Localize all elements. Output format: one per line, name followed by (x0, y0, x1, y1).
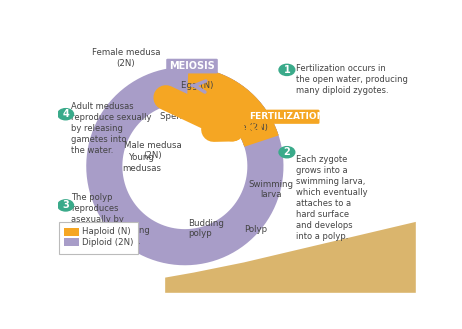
Text: Each zygote
grows into a
swimming larva,
which eventually
attaches to a
hard sur: Each zygote grows into a swimming larva,… (296, 155, 367, 241)
Text: The polyp
reproduces
asexually by
budding, releasing
young medusas.: The polyp reproduces asexually by buddin… (71, 193, 150, 246)
Text: MEIOSIS: MEIOSIS (169, 61, 215, 71)
FancyBboxPatch shape (64, 238, 79, 246)
Text: 2: 2 (284, 147, 290, 157)
Text: Budding
polyp: Budding polyp (188, 218, 225, 238)
Text: 4: 4 (62, 109, 69, 119)
Text: Haploid (N): Haploid (N) (82, 227, 131, 236)
FancyBboxPatch shape (59, 222, 138, 254)
Circle shape (58, 109, 73, 120)
Text: Polyp: Polyp (244, 225, 267, 234)
Text: 3: 3 (62, 200, 69, 211)
Circle shape (279, 64, 295, 75)
Text: Adult medusas
reproduce sexually
by releasing
gametes into
the water.: Adult medusas reproduce sexually by rele… (71, 102, 152, 155)
Text: Male medusa
(2N): Male medusa (2N) (124, 141, 182, 160)
Circle shape (58, 200, 73, 211)
Text: Zygote (2N): Zygote (2N) (216, 123, 268, 132)
Polygon shape (165, 222, 416, 293)
Text: Egg (N): Egg (N) (181, 81, 213, 89)
FancyBboxPatch shape (166, 59, 218, 73)
Text: Swimming
larva: Swimming larva (248, 180, 293, 199)
Text: Young
medusas: Young medusas (122, 153, 161, 173)
FancyBboxPatch shape (64, 228, 79, 236)
Text: 1: 1 (284, 65, 290, 75)
Text: Fertilization occurs in
the open water, producing
many diploid zygotes.: Fertilization occurs in the open water, … (296, 63, 408, 95)
Text: FERTILIZATION: FERTILIZATION (249, 112, 324, 121)
Text: Diploid (2N): Diploid (2N) (82, 238, 134, 247)
Text: Female medusa
(2N): Female medusa (2N) (91, 48, 160, 68)
Text: Sperm (N): Sperm (N) (160, 112, 204, 121)
Circle shape (279, 147, 295, 158)
FancyBboxPatch shape (254, 110, 320, 124)
